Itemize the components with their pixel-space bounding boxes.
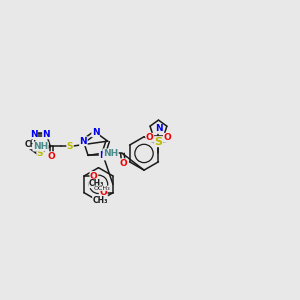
Text: CH₃: CH₃	[92, 196, 108, 205]
Text: N: N	[43, 130, 50, 139]
Text: CH₃: CH₃	[25, 140, 40, 149]
Text: N: N	[92, 128, 99, 137]
Text: O: O	[90, 172, 98, 181]
Text: O: O	[164, 133, 171, 142]
Text: N: N	[99, 151, 107, 160]
Text: N: N	[80, 136, 87, 146]
Text: S: S	[37, 149, 43, 158]
Text: N: N	[154, 124, 162, 134]
Text: O: O	[47, 152, 55, 161]
Text: NH: NH	[103, 149, 118, 158]
Text: N: N	[30, 130, 38, 139]
Text: CH₃: CH₃	[89, 179, 105, 188]
Text: NH: NH	[33, 142, 48, 151]
Text: S: S	[154, 137, 163, 147]
Text: O: O	[99, 188, 107, 197]
Text: O: O	[146, 133, 154, 142]
Text: S: S	[67, 142, 73, 151]
Text: O: O	[119, 159, 127, 168]
Text: OCH₃: OCH₃	[94, 186, 110, 191]
